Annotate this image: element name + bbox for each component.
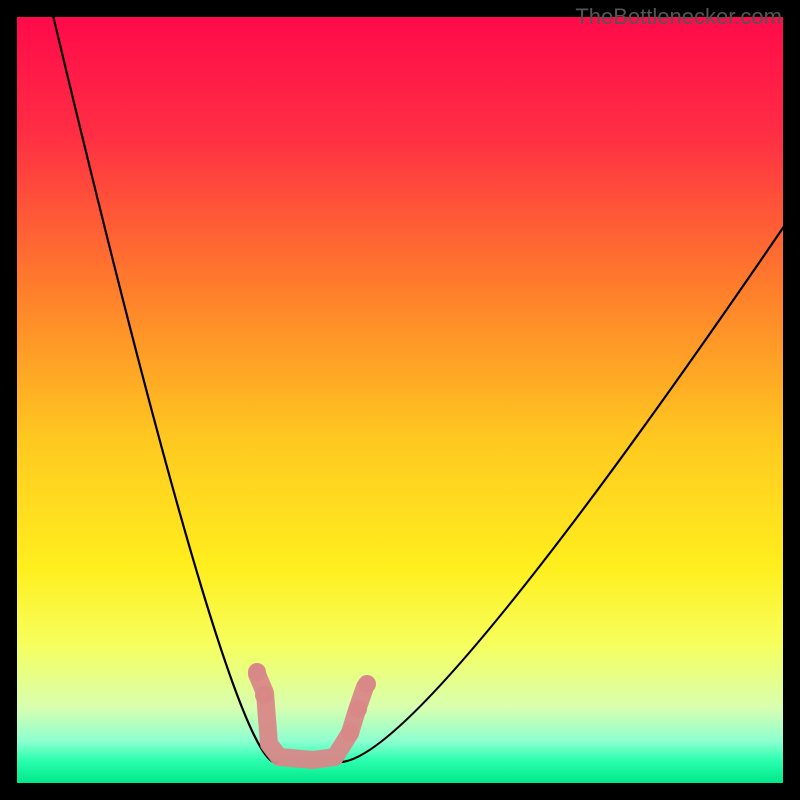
data-dot [341, 724, 359, 742]
data-dot [358, 675, 376, 693]
data-dot [248, 663, 266, 681]
watermark-text: TheBottlenecker.com [575, 4, 782, 30]
data-dot [349, 700, 367, 718]
chart-background [17, 17, 783, 783]
chart-plot-area [17, 17, 783, 783]
chart-svg [17, 17, 783, 783]
data-dot [255, 686, 273, 704]
